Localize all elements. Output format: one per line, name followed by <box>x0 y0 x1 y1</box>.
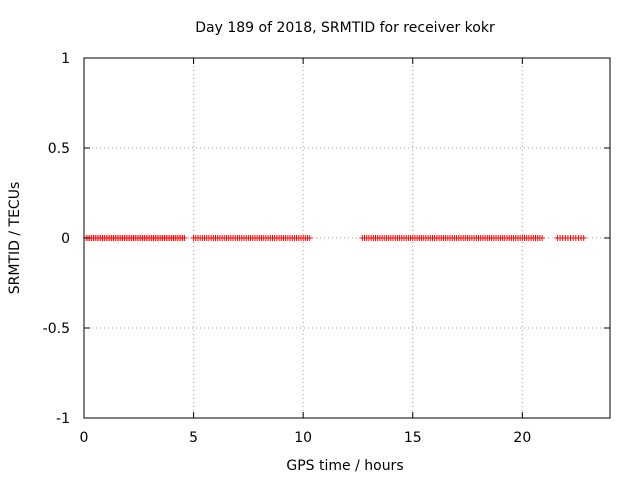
data-point <box>306 235 313 241</box>
y-tick-label: 0 <box>61 231 70 247</box>
x-tick-label: 5 <box>189 430 198 446</box>
data-point <box>181 235 188 241</box>
y-axis-label: SRMTID / TECUs <box>7 182 23 295</box>
data-point <box>539 235 546 241</box>
x-tick-label: 20 <box>513 430 531 446</box>
y-tick-label: -0.5 <box>43 321 70 337</box>
y-tick-label: -1 <box>56 411 70 427</box>
data-points <box>83 235 587 241</box>
x-tick-label: 10 <box>294 430 312 446</box>
y-tick-label: 0.5 <box>48 141 70 157</box>
x-tick-label: 15 <box>404 430 422 446</box>
x-axis-label: GPS time / hours <box>286 458 403 474</box>
y-tick-label: 1 <box>61 51 70 67</box>
axis-ticks: 0 5 10 15 20 -1 -0.5 0 0.5 1 <box>43 51 610 446</box>
x-tick-label: 0 <box>80 430 89 446</box>
chart-title: Day 189 of 2018, SRMTID for receiver kok… <box>195 20 495 36</box>
data-point <box>580 235 587 241</box>
